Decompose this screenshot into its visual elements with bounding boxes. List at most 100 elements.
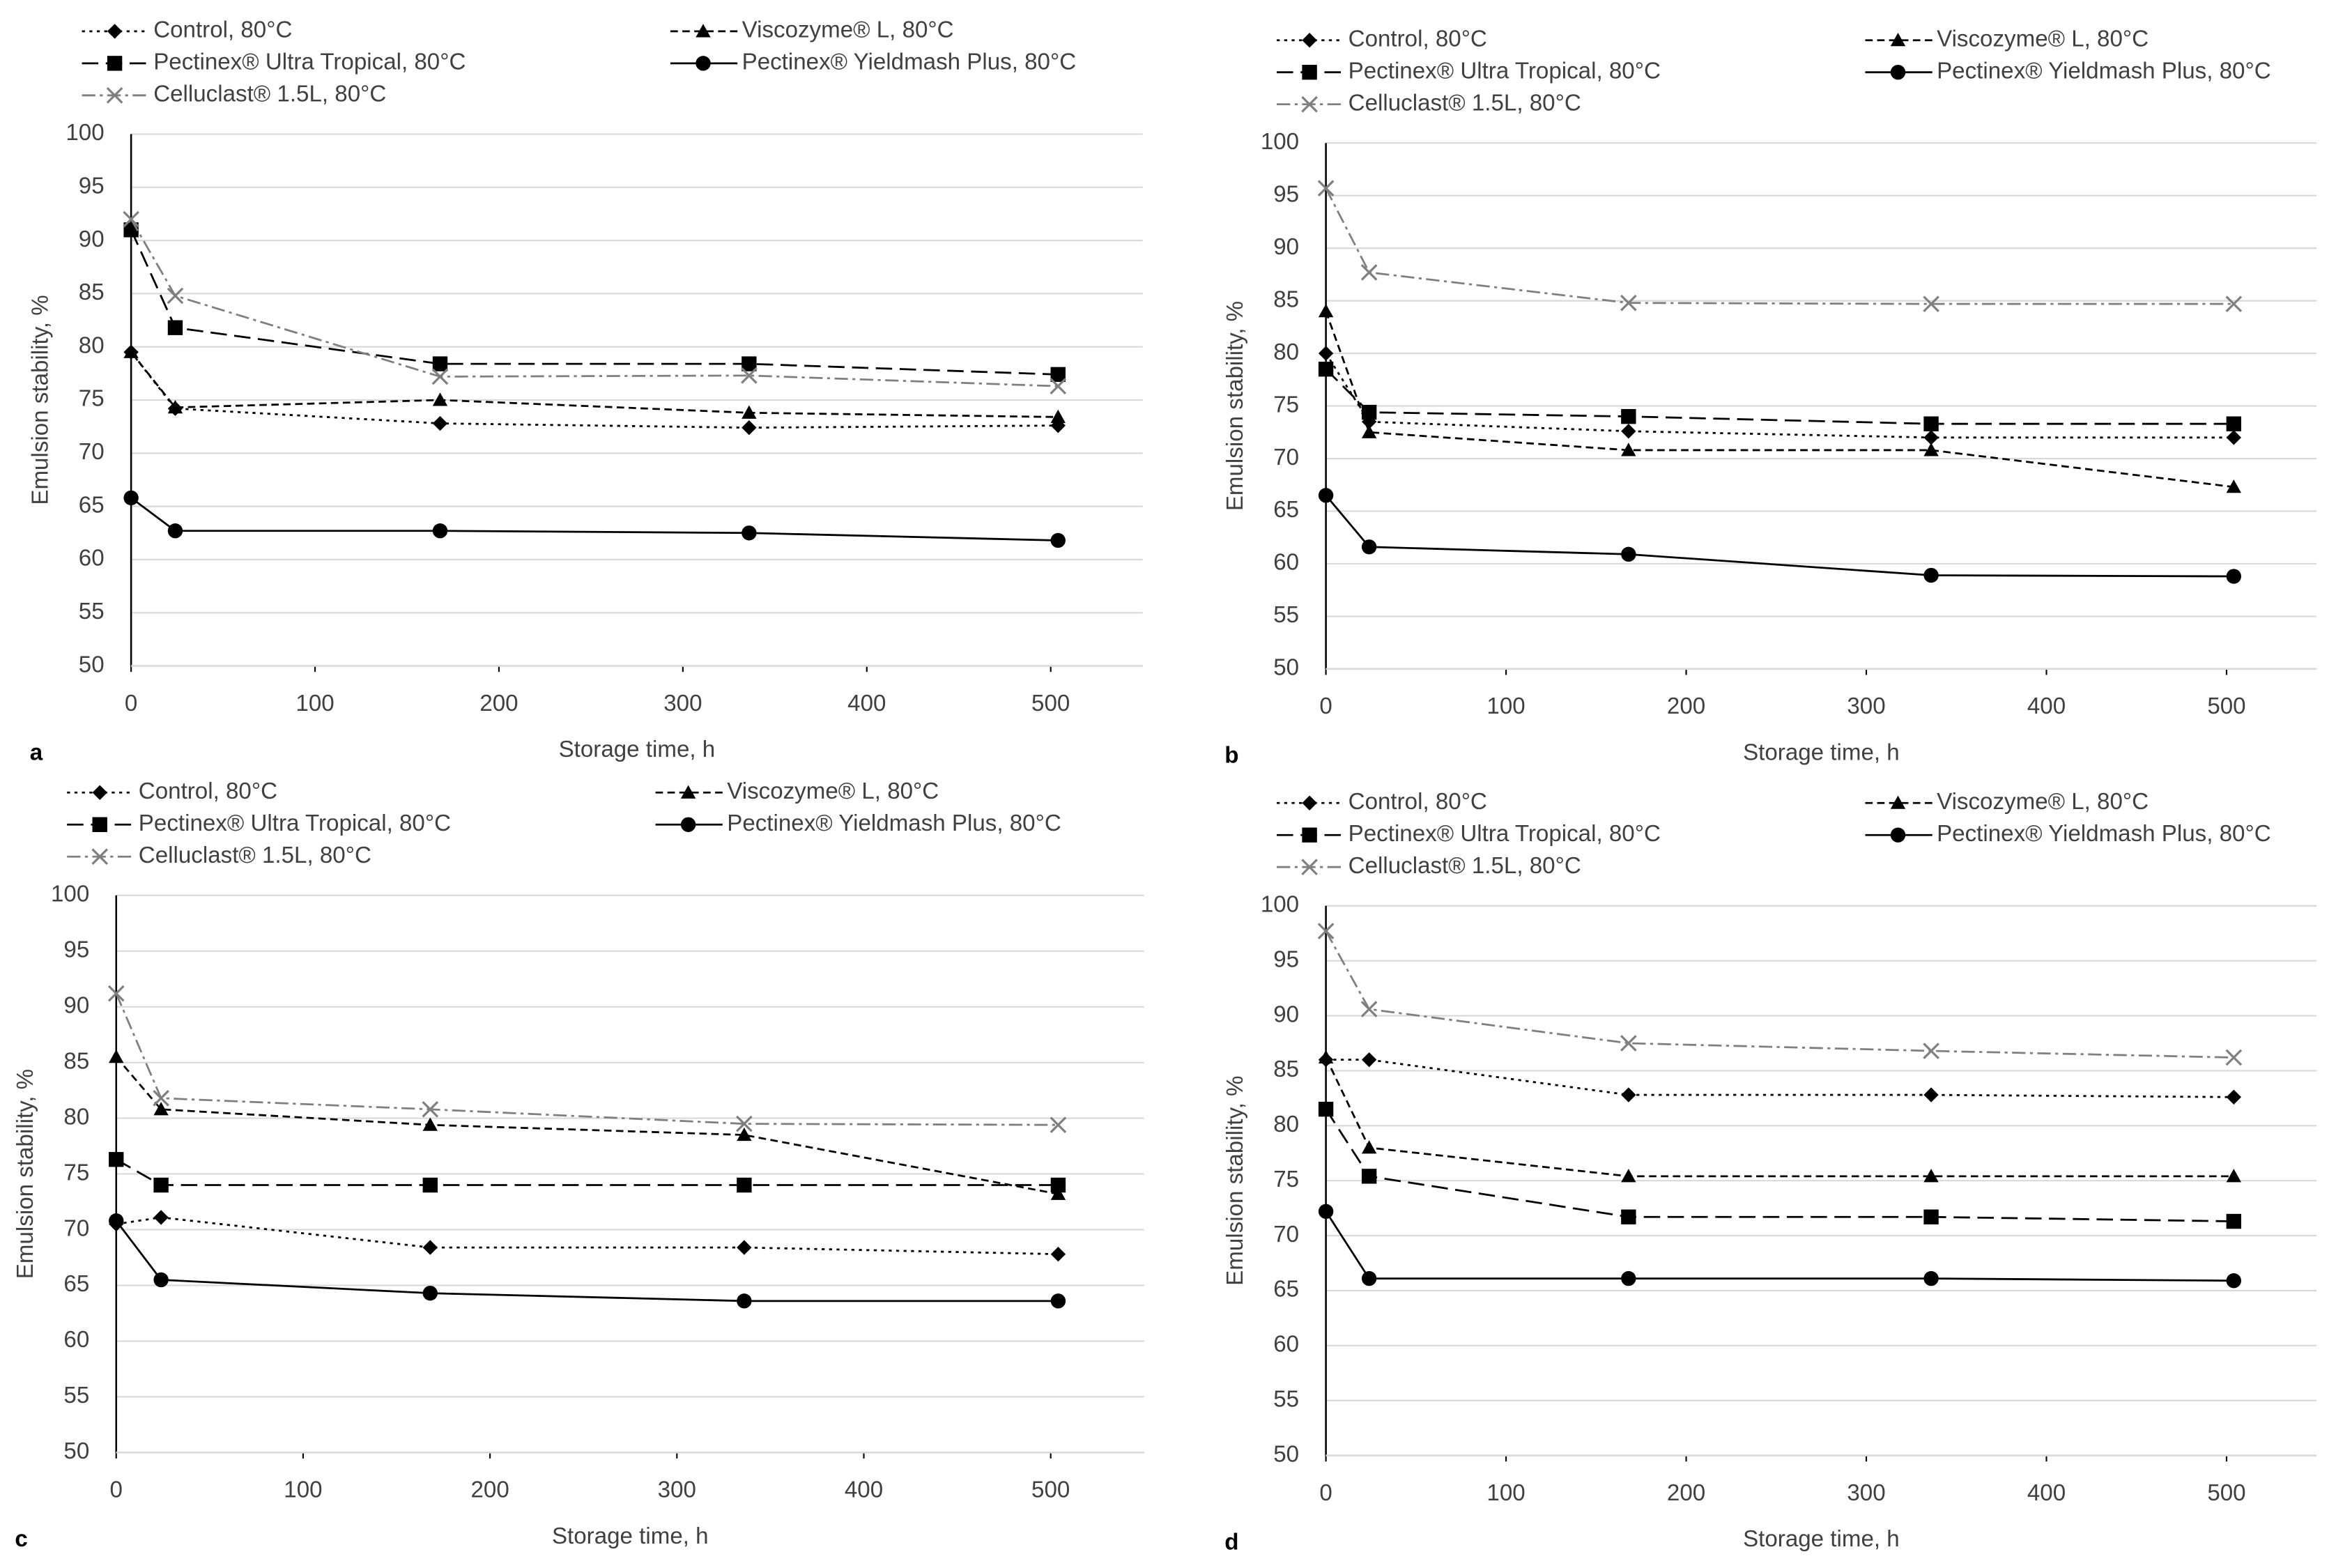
panel-label: b <box>1224 743 1238 769</box>
y-axis-label: Emulsion stability, % <box>28 295 54 505</box>
point <box>736 1115 753 1132</box>
x-tick-label: 200 <box>479 691 518 716</box>
legend-marker <box>696 56 711 71</box>
chart-panel: 50 55 60 65 70 75 80 85 90 95 100 0 100 200 300 400 500 S… <box>13 778 1144 1552</box>
series-line <box>1325 187 2234 305</box>
point <box>432 356 448 371</box>
x-tick-label: 500 <box>2207 693 2245 719</box>
point <box>1621 408 1636 424</box>
series-line <box>1325 368 2234 425</box>
point <box>123 210 139 228</box>
point <box>1361 1052 1377 1068</box>
y-tick-label: 100 <box>1261 892 1299 918</box>
legend-label: Viscozyme® L, 80°C <box>742 17 954 43</box>
point <box>741 356 757 371</box>
point <box>1923 295 1939 312</box>
legend-marker <box>1890 64 1906 80</box>
y-axis-label: Emulsion stability, % <box>1222 1076 1248 1286</box>
point <box>1050 1116 1067 1134</box>
y-tick-label: 70 <box>63 1215 89 1241</box>
point <box>92 785 107 800</box>
legend-marker <box>1301 95 1318 113</box>
point <box>422 1285 438 1301</box>
point <box>1361 424 1377 438</box>
x-tick-label: 100 <box>295 691 334 716</box>
point <box>696 56 711 71</box>
point <box>1621 1169 1636 1183</box>
series-line <box>115 992 1059 1126</box>
x-tick-label: 500 <box>1031 691 1070 716</box>
point <box>1301 95 1318 113</box>
y-tick-label: 60 <box>1273 550 1299 576</box>
point <box>1620 1035 1637 1052</box>
point <box>2225 1049 2243 1066</box>
point <box>741 367 758 384</box>
point <box>422 1117 438 1131</box>
y-tick-label: 100 <box>66 120 104 146</box>
x-tick-label: 0 <box>125 691 137 716</box>
series-line <box>1325 311 2234 489</box>
legend-marker <box>106 87 123 104</box>
point <box>1361 404 1377 420</box>
y-tick-label: 65 <box>1273 497 1299 523</box>
point <box>1318 1204 1334 1220</box>
panel-label: a <box>30 739 43 765</box>
point <box>167 287 184 305</box>
legend-marker <box>91 848 109 866</box>
x-axis-label: Storage time, h <box>559 737 716 762</box>
point <box>741 525 757 541</box>
legend-label: Celluclast® 1.5L, 80°C <box>1348 90 1581 116</box>
series-line <box>1325 1059 2234 1098</box>
x-tick-label: 200 <box>470 1477 509 1503</box>
x-tick-label: 300 <box>658 1477 696 1503</box>
y-tick-label: 70 <box>79 439 105 465</box>
point <box>1361 1169 1377 1184</box>
y-tick-label: 85 <box>1273 286 1299 312</box>
point <box>167 320 183 335</box>
y-tick-label: 80 <box>63 1104 89 1130</box>
point <box>1050 532 1066 548</box>
point <box>741 420 757 436</box>
point <box>1621 1209 1636 1224</box>
point <box>1318 1050 1334 1064</box>
legend-label: Viscozyme® L, 80°C <box>727 778 939 804</box>
point <box>1317 923 1335 939</box>
x-tick-label: 300 <box>1847 1480 1885 1506</box>
point <box>422 1240 438 1255</box>
point <box>737 1177 752 1193</box>
series-line <box>130 229 1059 376</box>
point <box>1318 346 1334 361</box>
legend-marker <box>1301 859 1318 876</box>
chart-panel: 50 55 60 65 70 75 80 85 90 95 100 0 100 200 300 400 500 S… <box>1222 789 2317 1555</box>
y-tick-label: 65 <box>1273 1277 1299 1302</box>
point <box>2226 1089 2241 1105</box>
point <box>431 368 449 385</box>
point <box>1302 795 1317 810</box>
point <box>1050 1293 1066 1309</box>
point <box>432 523 448 539</box>
point <box>1317 180 1335 197</box>
point <box>2226 479 2241 493</box>
point <box>2225 295 2243 312</box>
point <box>1890 33 1906 47</box>
point <box>1301 859 1318 876</box>
point <box>1890 64 1906 80</box>
point <box>109 1152 124 1167</box>
point <box>153 1272 169 1288</box>
point <box>1620 294 1637 312</box>
point <box>1621 443 1636 456</box>
y-tick-label: 80 <box>1273 1112 1299 1137</box>
legend-marker <box>1302 827 1317 843</box>
series-line <box>1325 1210 2234 1282</box>
legend-label: Control, 80°C <box>1348 26 1487 52</box>
y-tick-label: 75 <box>79 386 105 412</box>
legend-marker <box>1890 33 1906 47</box>
point <box>1923 567 1939 583</box>
point <box>1302 33 1317 48</box>
point <box>106 87 123 104</box>
x-tick-label: 200 <box>1667 693 1705 719</box>
legend-marker <box>1890 827 1906 843</box>
y-tick-label: 65 <box>79 492 105 518</box>
